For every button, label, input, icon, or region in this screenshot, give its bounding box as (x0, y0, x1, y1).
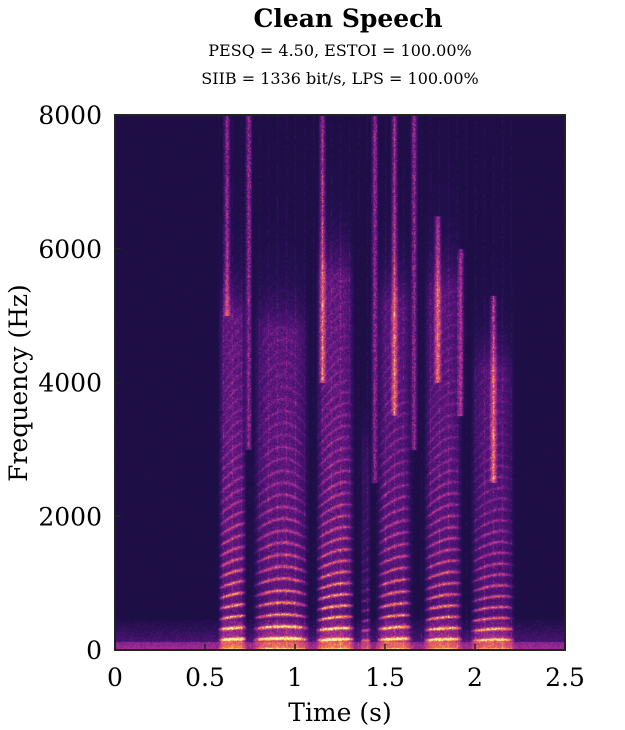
chart-subtitle-line-2: SIIB = 1336 bit/s, LPS = 100.00% (201, 69, 478, 88)
spectrogram-image (115, 115, 565, 650)
x-tick-label: 0 (107, 663, 123, 692)
y-axis-label: Frequency (Hz) (4, 284, 33, 482)
y-tick-label: 0 (86, 636, 102, 665)
chart-subtitle-line-1: PESQ = 4.50, ESTOI = 100.00% (208, 41, 471, 60)
x-axis-ticks: 0 0.5 1 1.5 2 2.5 (107, 644, 585, 692)
x-tick-label: 0.5 (185, 663, 225, 692)
spectrogram-canvas (115, 115, 565, 650)
x-tick-label: 1 (287, 663, 303, 692)
x-tick-label: 2.5 (545, 663, 585, 692)
y-tick-label: 6000 (38, 235, 102, 264)
y-tick-label: 4000 (38, 369, 102, 398)
y-axis-ticks: 0 2000 4000 6000 8000 (38, 101, 121, 665)
x-axis-label: Time (s) (288, 698, 391, 727)
x-tick-label: 1.5 (365, 663, 405, 692)
chart-title: Clean Speech (253, 4, 442, 33)
y-tick-label: 8000 (38, 101, 102, 130)
plot-area (114, 114, 566, 651)
y-tick-label: 2000 (38, 502, 102, 531)
x-tick-label: 2 (467, 663, 483, 692)
